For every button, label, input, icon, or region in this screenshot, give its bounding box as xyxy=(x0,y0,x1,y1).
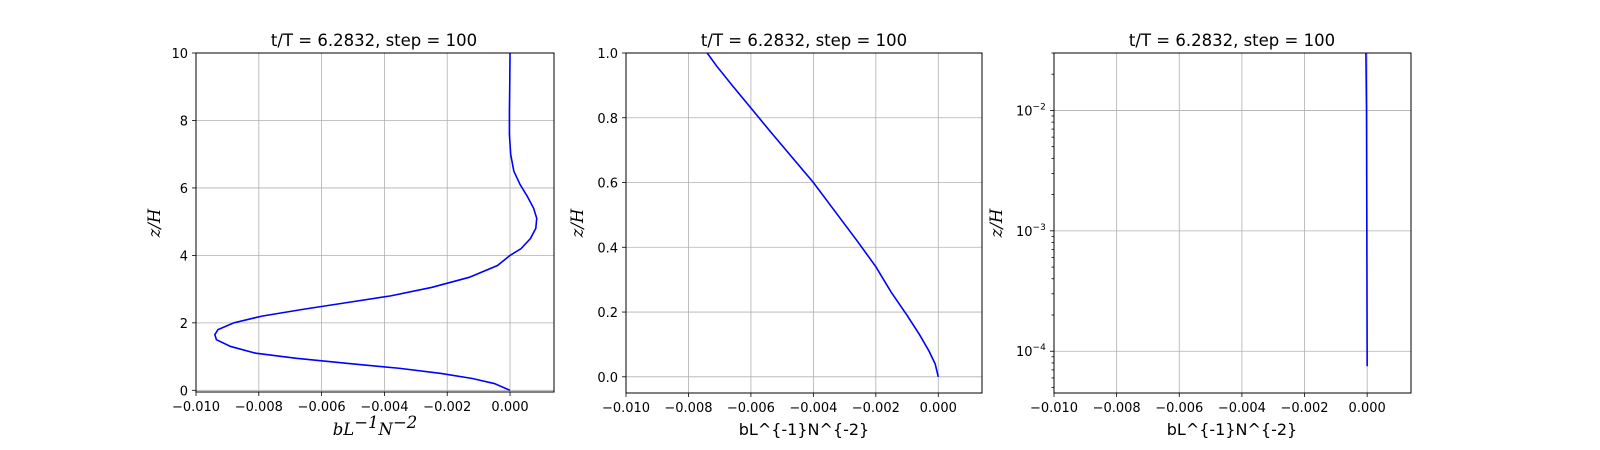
x-tick-label: −0.006 xyxy=(727,401,775,416)
x-axis-label: bL−1N−2 xyxy=(333,413,418,439)
x-tick-label: 0.000 xyxy=(920,401,957,416)
x-tick-label: −0.006 xyxy=(1155,401,1203,416)
plot-frame xyxy=(1053,52,1412,394)
y-ticks: 0.0 0.2 0.4 0.6 0.8 1.0 xyxy=(597,47,626,386)
x-tick-label: −0.010 xyxy=(602,401,650,416)
x-tick-label: −0.008 xyxy=(235,400,283,415)
x-tick-label: −0.002 xyxy=(1280,401,1328,416)
plot-frame xyxy=(625,52,983,394)
series-line xyxy=(1365,52,1368,367)
x-axis-label: bL^{-1}N^{-2} xyxy=(1167,420,1297,439)
y-tick-label: 6 xyxy=(180,182,188,197)
x-tick-label: −0.002 xyxy=(423,400,471,415)
chart-title: t/T = 6.2832, step = 100 xyxy=(1129,31,1335,50)
chart-title: t/T = 6.2832, step = 100 xyxy=(271,31,477,50)
y-tick-label: 10−4 xyxy=(1016,343,1046,360)
chart-panel-middle: t/T = 6.2832, step = 100 −0.010 −0.008 −0.… xyxy=(568,31,983,439)
y-axis-label: z/H xyxy=(145,208,164,238)
x-tick-label: −0.004 xyxy=(1218,401,1266,416)
series-line xyxy=(213,52,538,392)
series-lines xyxy=(706,52,940,377)
y-ticks: 0 2 4 6 8 10 xyxy=(171,47,196,399)
y-axis-label: z/H xyxy=(987,208,1006,238)
x-tick-label: −0.002 xyxy=(852,401,900,416)
x-tick-label: 0.000 xyxy=(1349,401,1386,416)
x-tick-label: −0.004 xyxy=(360,400,408,415)
x-tick-label: −0.010 xyxy=(172,400,220,415)
chart-panel-right: t/T = 6.2832, step = 100 −0.010 −0.008 −0.… xyxy=(987,31,1412,439)
y-tick-label: 10−2 xyxy=(1016,102,1046,119)
y-tick-label: 4 xyxy=(180,249,188,264)
y-tick-label: 0.0 xyxy=(597,371,618,386)
series-line xyxy=(706,52,940,377)
x-tick-label: 0.000 xyxy=(491,400,528,415)
x-tick-label: −0.006 xyxy=(298,400,346,415)
y-tick-exponent: −2 xyxy=(1033,102,1046,112)
y-ticks: 10−4 10−3 10−2 xyxy=(1016,52,1054,388)
x-ticks: −0.010 −0.008 −0.006 −0.004 −0.002 0.000 xyxy=(1030,393,1386,416)
y-axis-label: z/H xyxy=(568,208,587,238)
y-tick-label: 10−3 xyxy=(1016,223,1046,240)
y-tick-label: 1.0 xyxy=(597,47,618,62)
plot-frame xyxy=(195,52,555,393)
y-tick-label: 0.8 xyxy=(597,112,618,127)
x-axis-label: bL^{-1}N^{-2} xyxy=(739,420,869,439)
series-lines xyxy=(213,52,538,392)
grid-lines xyxy=(625,52,982,393)
y-tick-label: 10 xyxy=(171,47,188,62)
y-tick-exponent: −3 xyxy=(1033,223,1046,233)
grid-lines xyxy=(195,52,554,392)
grid-lines xyxy=(1053,53,1411,393)
x-ticks: −0.010 −0.008 −0.006 −0.004 −0.002 0.000 xyxy=(602,393,957,416)
series-lines xyxy=(1365,52,1368,367)
x-ticks: −0.010 −0.008 −0.006 −0.004 −0.002 0.000 xyxy=(172,392,529,415)
chart-title: t/T = 6.2832, step = 100 xyxy=(701,31,907,50)
y-tick-label: 0.6 xyxy=(597,177,618,192)
y-tick-exponent: −4 xyxy=(1033,343,1047,353)
x-tick-label: −0.008 xyxy=(1093,401,1141,416)
y-tick-label: 0 xyxy=(180,384,188,399)
y-tick-label: 2 xyxy=(180,317,188,332)
y-tick-label: 0.2 xyxy=(597,306,618,321)
y-tick-label: 8 xyxy=(180,114,188,129)
x-tick-label: −0.008 xyxy=(664,401,712,416)
y-tick-label: 0.4 xyxy=(597,241,618,256)
chart-panel-left: t/T = 6.2832, step = 100 −0.010 −0.008 −0.… xyxy=(145,31,555,439)
x-tick-label: −0.004 xyxy=(789,401,837,416)
x-tick-label: −0.010 xyxy=(1030,401,1078,416)
